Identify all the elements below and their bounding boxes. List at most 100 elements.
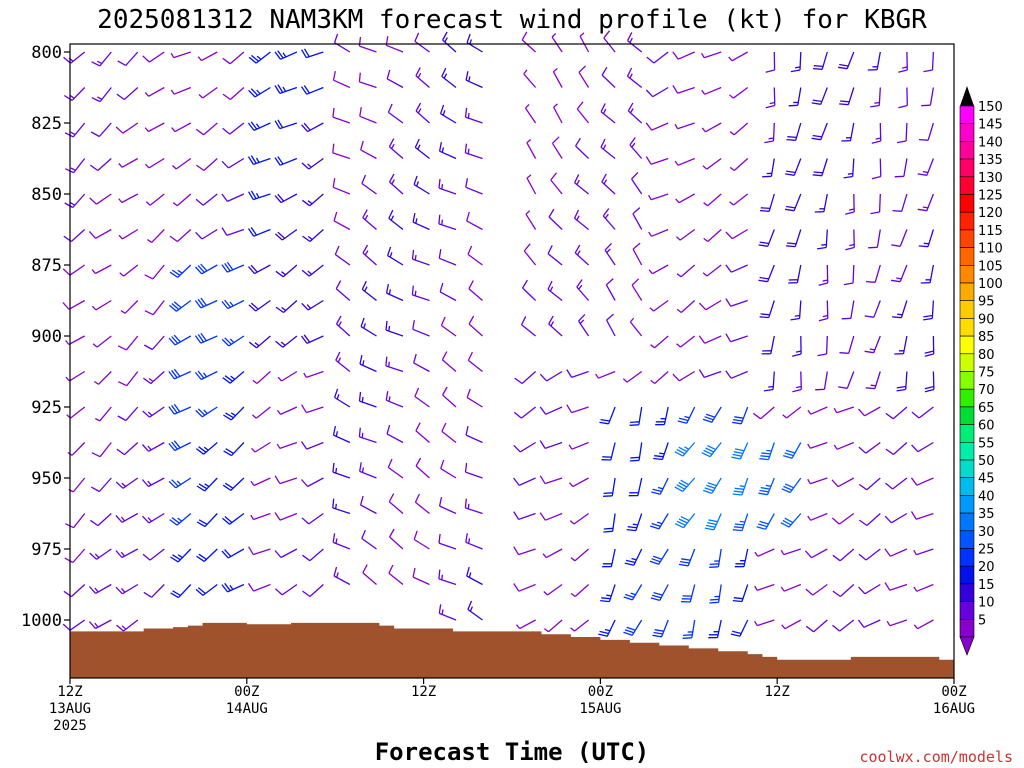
wind-barb — [732, 513, 749, 532]
wind-barb — [62, 619, 86, 631]
wind-barb — [552, 67, 563, 88]
wind-barb — [362, 564, 377, 585]
wind-barb — [334, 245, 351, 266]
wind-barb — [758, 264, 775, 283]
x-tick-label: 00Z — [234, 684, 259, 700]
wind-barb — [674, 122, 695, 130]
colorbar-swatch — [959, 477, 975, 496]
wind-barb — [792, 371, 802, 393]
wind-barb — [547, 280, 563, 302]
wind-barb — [576, 101, 590, 124]
y-tick-label: 800 — [31, 43, 62, 63]
wind-barb — [63, 87, 86, 101]
wind-barb — [91, 442, 112, 458]
wind-barb — [845, 229, 855, 251]
colorbar-label: 125 — [978, 189, 1003, 204]
wind-barb — [64, 122, 86, 138]
colorbar-legend: 1501451401351301251201151101051009590858… — [959, 86, 1003, 656]
colorbar-label: 35 — [978, 507, 995, 522]
wind-barb — [539, 406, 563, 415]
x-tick-label: 14AUG — [226, 701, 268, 717]
wind-barb — [649, 513, 669, 530]
wind-barb — [386, 69, 404, 89]
wind-barb — [332, 143, 351, 160]
wind-barb — [790, 300, 802, 321]
wind-barb — [221, 261, 245, 273]
colorbar-label: 60 — [978, 419, 995, 434]
wind-barb — [194, 332, 218, 344]
wind-barb — [144, 264, 165, 280]
wind-barb — [360, 140, 377, 160]
wind-barb — [523, 69, 537, 88]
wind-barb — [865, 371, 881, 390]
wind-barb — [566, 404, 589, 414]
wind-barb — [543, 583, 563, 596]
colorbar-label: 5 — [978, 613, 986, 628]
wind-barb — [118, 193, 139, 204]
wind-barb — [414, 493, 430, 515]
wind-barb — [196, 513, 218, 528]
wind-barb — [359, 354, 377, 373]
wind-barb — [838, 371, 855, 389]
wind-barb — [924, 371, 935, 393]
colorbar-swatch — [959, 123, 975, 142]
wind-barb — [725, 228, 749, 240]
wind-barb — [864, 300, 881, 318]
wind-barb — [196, 477, 218, 492]
wind-barb — [759, 442, 775, 461]
wind-barb — [674, 442, 696, 457]
wind-barb — [650, 584, 669, 602]
wind-barb — [467, 600, 483, 621]
wind-barb — [221, 299, 245, 310]
wind-barb — [361, 280, 377, 302]
wind-barb — [514, 371, 537, 385]
wind-barb — [598, 619, 616, 637]
wind-barb — [783, 442, 802, 459]
wind-barb — [892, 300, 908, 319]
wind-barb — [274, 84, 298, 95]
wind-barb — [142, 548, 165, 561]
wind-barb — [841, 122, 855, 142]
wind-barb — [88, 619, 112, 630]
wind-barb — [725, 370, 748, 379]
wind-barb — [921, 87, 935, 107]
wind-barb — [788, 87, 802, 107]
wind-barb — [754, 619, 775, 627]
wind-barb — [833, 406, 855, 414]
wind-barb — [412, 212, 430, 231]
wind-barb — [195, 442, 218, 455]
wind-barb — [388, 173, 404, 195]
wind-barb — [389, 528, 404, 550]
wind-barb — [145, 193, 165, 206]
wind-barb — [221, 227, 245, 237]
wind-barb — [781, 477, 802, 494]
wind-barb — [629, 406, 643, 426]
wind-barb — [698, 299, 722, 311]
colorbar-swatch — [959, 388, 975, 408]
wind-barb — [274, 50, 298, 60]
colorbar-swatch — [959, 264, 975, 284]
wind-barb — [222, 477, 245, 491]
wind-barb — [332, 70, 351, 89]
wind-barb — [698, 369, 722, 379]
colorbar-label: 85 — [978, 330, 995, 345]
colorbar-label: 45 — [978, 472, 995, 487]
y-tick-label: 925 — [31, 398, 62, 418]
wind-barb — [756, 513, 775, 530]
colorbar-label: 30 — [978, 525, 995, 540]
wind-barb — [142, 406, 165, 418]
wind-barb — [672, 85, 695, 94]
wind-barb — [116, 442, 139, 456]
colorbar-label: 120 — [978, 206, 1003, 221]
wind-barb — [858, 583, 881, 595]
wind-barb — [248, 299, 271, 312]
wind-barb — [415, 102, 430, 124]
wind-barb — [116, 619, 139, 632]
wind-barb — [539, 512, 563, 521]
wind-barb — [601, 173, 616, 195]
wind-barb — [466, 388, 483, 408]
wind-barb — [885, 406, 908, 420]
wind-barb — [603, 477, 616, 497]
wind-barb — [332, 462, 351, 479]
wind-barb — [626, 67, 643, 89]
